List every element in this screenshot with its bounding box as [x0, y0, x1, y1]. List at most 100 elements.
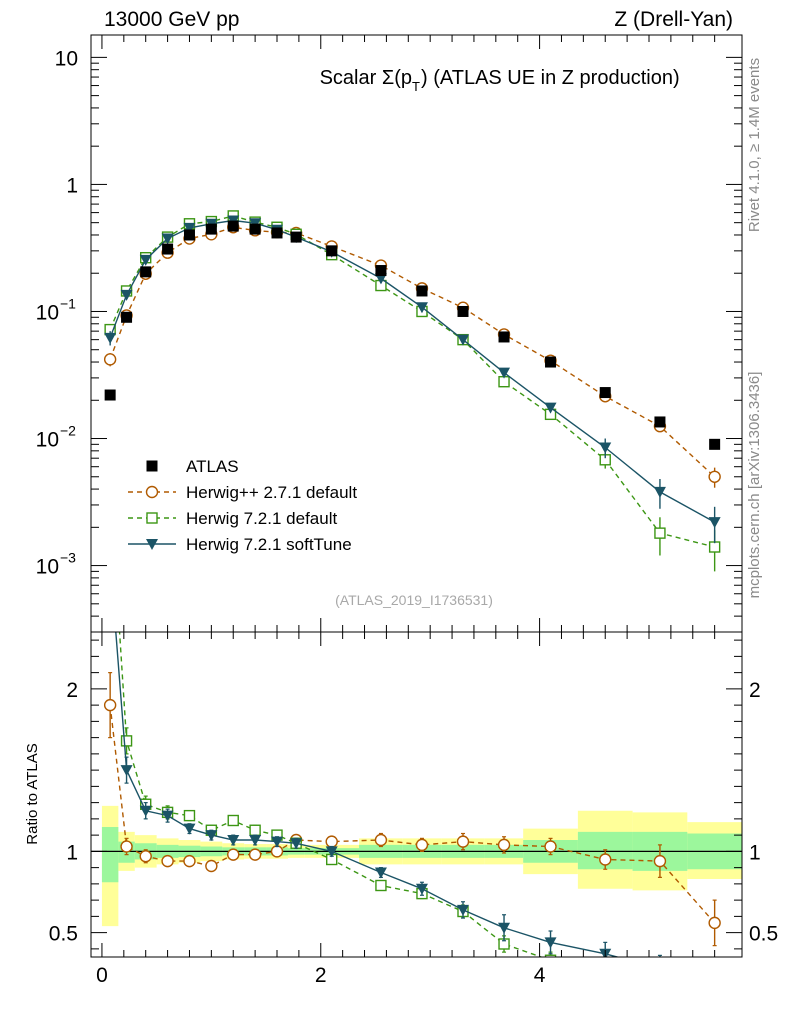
ratio-series-herwigpp: [103, 672, 721, 947]
legend-label-herwigpp: Herwig++ 2.7.1 default: [186, 483, 357, 502]
ratio-point-herwigpp: [205, 859, 218, 873]
data-point-atlas: [498, 331, 510, 343]
ratio-point-herwigpp: [544, 840, 557, 853]
ratio-point-herwigpp: [708, 916, 721, 930]
legend-label-atlas: ATLAS: [186, 457, 239, 476]
ratio-point-herwigpp: [456, 835, 470, 848]
data-point-atlas: [140, 266, 152, 278]
ratio-point-herwig_soft: [104, 554, 116, 565]
data-point-herwig_soft: [498, 367, 511, 379]
data-point-herwig_soft: [104, 332, 117, 344]
ratio-point-herwig_soft: [654, 963, 666, 974]
data-point-atlas: [205, 223, 217, 235]
ratio-plot-frame: [90, 631, 743, 958]
ratio-y-tick-label-right: 2: [749, 679, 761, 702]
ratio-point-herwigpp: [415, 838, 429, 852]
ratio-point-herwigpp: [161, 854, 174, 868]
data-point-atlas: [457, 305, 469, 317]
ratio-point-herwig_default: [249, 824, 261, 836]
data-point-herwig_default: [654, 527, 666, 539]
data-point-herwig_soft: [708, 517, 721, 529]
y-tick-label: 10: [55, 47, 78, 70]
data-point-herwig_soft: [544, 402, 557, 414]
ratio-point-herwig_soft: [415, 883, 428, 895]
data-point-atlas: [104, 389, 116, 401]
data-point-atlas: [326, 245, 338, 257]
ratio-point-herwigpp: [374, 833, 388, 847]
ratio-point-herwig_default: [105, 481, 115, 491]
y-tick-label: 10: [36, 556, 59, 579]
analysis-tag: (ATLAS_2019_I1736531): [335, 592, 493, 608]
legend-marker-herwig_soft: [146, 539, 158, 550]
ratio-series-herwig_soft: [104, 554, 666, 974]
header-left: 13000 GeV pp: [104, 8, 239, 31]
ratio-x-tick-label: 2: [315, 964, 327, 987]
data-point-herwig_soft: [415, 302, 428, 314]
data-point-atlas: [227, 220, 239, 232]
legend-marker-herwigpp: [145, 485, 159, 499]
ratio-point-herwig_default: [120, 735, 133, 747]
data-point-atlas: [375, 265, 387, 277]
ratio-x-tick-label: 0: [96, 964, 108, 987]
legend-label-herwig_default: Herwig 7.2.1 default: [186, 509, 337, 528]
data-point-atlas: [271, 227, 283, 239]
ratio-line-herwig_soft: [115, 632, 620, 957]
ratio-point-herwig_soft: [139, 805, 152, 817]
ratio-point-herwig_soft: [325, 846, 338, 858]
data-point-herwig_soft: [139, 254, 152, 266]
data-point-atlas: [121, 311, 133, 323]
data-point-herwigpp: [103, 353, 117, 366]
ratio-ylabel: Ratio to ATLAS: [24, 743, 41, 844]
data-point-atlas: [599, 387, 611, 399]
ratio-point-herwig_default: [600, 960, 610, 970]
legend-marker-herwig_default: [146, 512, 158, 524]
mcplots-label: mcplots.cern.ch [arXiv:1306.3436]: [746, 372, 763, 599]
y-tick-label: 1: [66, 174, 78, 197]
y-tick-label: 10: [36, 429, 59, 452]
plot-title-tail: ) (ATLAS UE in Z production): [421, 67, 680, 89]
data-point-herwig_soft: [183, 222, 196, 234]
data-point-atlas: [709, 438, 721, 450]
ratio-x-tick-label: 4: [534, 964, 546, 987]
ratio-point-herwig_soft: [374, 867, 387, 879]
header-right: Z (Drell-Yan): [614, 8, 733, 31]
data-point-herwig_soft: [599, 442, 612, 454]
ratio-point-herwigpp: [227, 848, 240, 861]
ratio-y-tick-label-left: 1: [66, 841, 78, 864]
ratio-plot-panel: 0.5 0.5 1 1 2 2 0 2 4 Ratio to ATLAS: [24, 481, 778, 987]
ratio-point-herwig_soft: [183, 823, 196, 835]
data-point-herwigpp: [708, 470, 721, 483]
y-tick-label-exponent: −3: [60, 550, 76, 566]
data-point-atlas: [249, 223, 261, 235]
ratio-y-tick-label-right: 1: [749, 841, 761, 864]
ratio-point-herwig_soft: [161, 810, 174, 822]
data-point-herwig_soft: [374, 273, 387, 285]
series-line-herwigpp: [109, 226, 716, 478]
series-line-herwig_soft: [109, 219, 715, 523]
ratio-point-herwigpp: [599, 853, 612, 866]
ratio-point-herwig_soft: [290, 838, 303, 850]
ratio-series-group: [91, 481, 742, 974]
data-point-atlas: [416, 285, 428, 297]
ratio-point-herwig_soft: [457, 904, 469, 916]
uncertainty-band-green: [101, 827, 119, 883]
legend: ATLAS Herwig++ 2.7.1 default Herwig 7.2.1 …: [128, 457, 357, 554]
data-point-atlas: [183, 229, 195, 241]
ratio-point-herwig_soft: [544, 937, 557, 949]
ratio-point-herwigpp: [139, 850, 152, 863]
ratio-y-tick-label-left: 2: [66, 679, 78, 702]
data-point-herwig_soft: [120, 289, 133, 301]
ratio-point-herwig_soft: [227, 835, 240, 846]
ratio-point-herwig_soft: [120, 765, 133, 777]
y-tick-label: 10: [36, 301, 59, 324]
ratio-point-herwigpp: [325, 835, 338, 848]
ratio-y-tick-label-right: 0.5: [749, 923, 778, 946]
ratio-y-tick-label-left: 0.5: [49, 923, 78, 946]
ratio-point-herwig_default: [544, 954, 557, 957]
data-point-herwig_default: [708, 541, 721, 553]
ratio-point-herwig_default: [183, 809, 196, 822]
data-point-herwig_soft: [457, 334, 469, 346]
ratio-point-herwig_soft: [205, 830, 218, 842]
